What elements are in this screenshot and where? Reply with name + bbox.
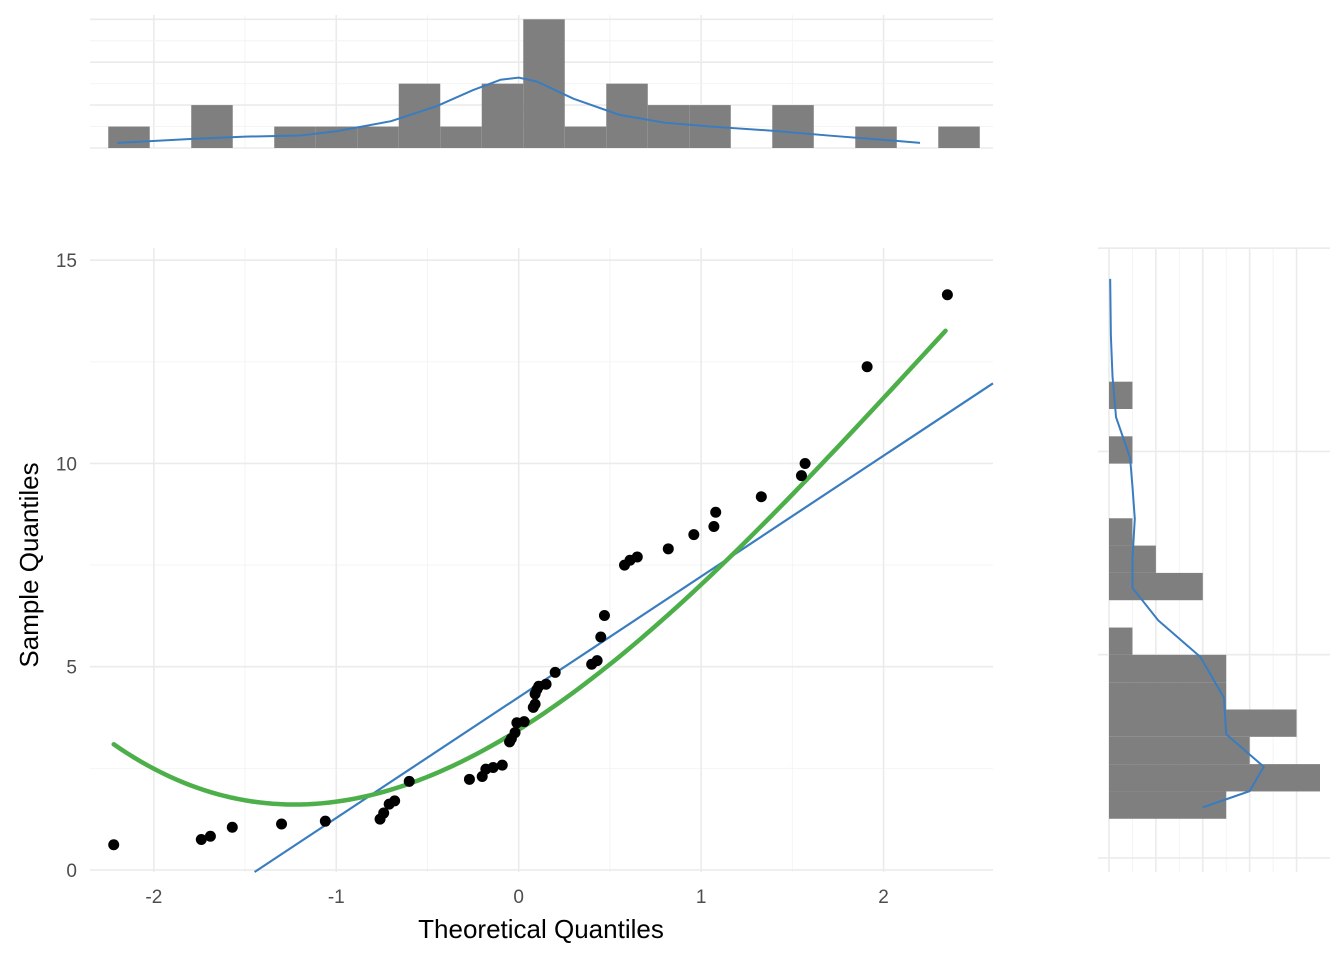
top-histogram-bar: [564, 126, 607, 148]
data-point: [540, 678, 552, 690]
data-point: [496, 759, 508, 771]
top-histogram-bar: [855, 126, 897, 148]
right-histogram-bar: [1109, 627, 1133, 655]
data-point: [509, 727, 521, 739]
reference-line: [253, 382, 994, 873]
data-point: [631, 551, 643, 563]
data-point: [549, 666, 561, 678]
top-marginal-histogram: [90, 15, 993, 149]
top-histogram-bar: [315, 126, 358, 148]
x-tick-label: 2: [878, 887, 889, 908]
x-tick-label: -1: [328, 887, 345, 908]
x-axis-title: Theoretical Quantiles: [418, 914, 664, 944]
data-point: [463, 773, 475, 785]
data-point: [389, 795, 401, 807]
top-histogram-bar: [938, 126, 980, 148]
right-histogram-bar: [1109, 572, 1203, 601]
data-point: [861, 361, 873, 373]
right-histogram-bar: [1109, 436, 1133, 464]
top-histogram-bar: [108, 126, 150, 148]
top-histogram-bar: [481, 83, 524, 148]
data-point: [195, 833, 207, 845]
data-point: [319, 815, 331, 827]
smooth-curve: [111, 328, 948, 807]
data-point: [795, 470, 807, 482]
top-histogram-bar: [647, 105, 690, 148]
data-point: [688, 529, 700, 541]
y-tick-label: 10: [56, 454, 77, 475]
data-point: [108, 839, 120, 851]
top-histogram-bar: [191, 105, 233, 148]
data-point: [226, 821, 238, 833]
data-point: [403, 775, 415, 787]
right-histogram-bar: [1109, 518, 1133, 546]
right-marginal-histogram: [1098, 247, 1330, 872]
x-tick-label: 0: [513, 887, 524, 908]
data-point: [204, 830, 216, 842]
qq-main-panel: -2 -1 0 1 2 0 5 10 15 Theoretical Quantiles Samp…: [14, 248, 994, 944]
right-histogram-bar: [1109, 709, 1297, 737]
data-point: [941, 289, 953, 301]
top-histogram-bar: [440, 126, 482, 148]
data-point: [799, 457, 811, 469]
data-point: [708, 520, 720, 532]
top-histogram-bar: [357, 126, 399, 148]
y-tick-label: 0: [66, 861, 77, 882]
x-tick-label: 1: [696, 887, 707, 908]
right-histogram-bar: [1109, 682, 1227, 710]
data-point: [378, 807, 390, 819]
right-histogram-bar: [1109, 654, 1227, 683]
data-point: [276, 818, 288, 830]
data-point: [755, 491, 767, 503]
data-point: [598, 609, 610, 621]
data-point: [595, 631, 607, 643]
right-histogram-bar: [1109, 764, 1320, 792]
right-density-curve: [1109, 278, 1265, 809]
top-histogram-bar: [523, 19, 565, 148]
top-histogram-bar: [772, 105, 814, 148]
y-axis-title: Sample Quantiles: [14, 462, 44, 667]
data-point: [662, 543, 674, 555]
data-point: [529, 698, 541, 710]
y-tick-label: 15: [56, 251, 77, 272]
y-tick-label: 5: [66, 658, 77, 679]
right-histogram-bar: [1109, 736, 1250, 765]
data-point: [518, 716, 530, 728]
top-histogram-bar: [274, 126, 316, 148]
data-point: [710, 506, 722, 518]
top-density-curve: [117, 76, 921, 144]
x-tick-label: -2: [145, 887, 162, 908]
data-point: [487, 762, 499, 774]
data-point: [591, 655, 603, 667]
